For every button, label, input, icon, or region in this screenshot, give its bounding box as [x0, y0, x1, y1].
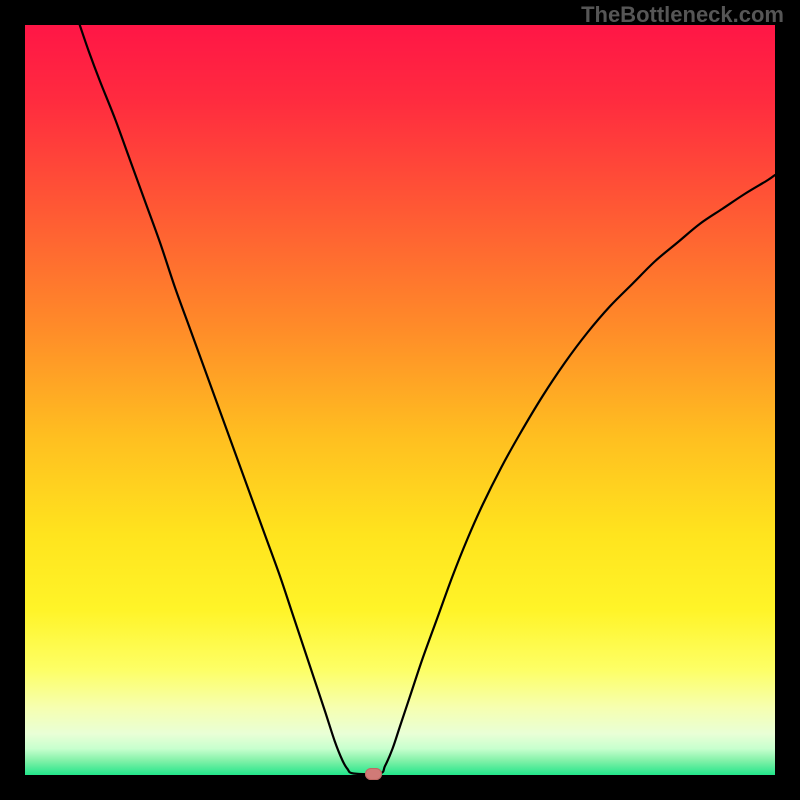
- optimal-point-marker: [365, 768, 382, 780]
- plot-background: [25, 25, 775, 775]
- source-watermark: TheBottleneck.com: [581, 2, 784, 28]
- chart-frame: TheBottleneck.com: [0, 0, 800, 800]
- bottleneck-chart-svg: [0, 0, 800, 800]
